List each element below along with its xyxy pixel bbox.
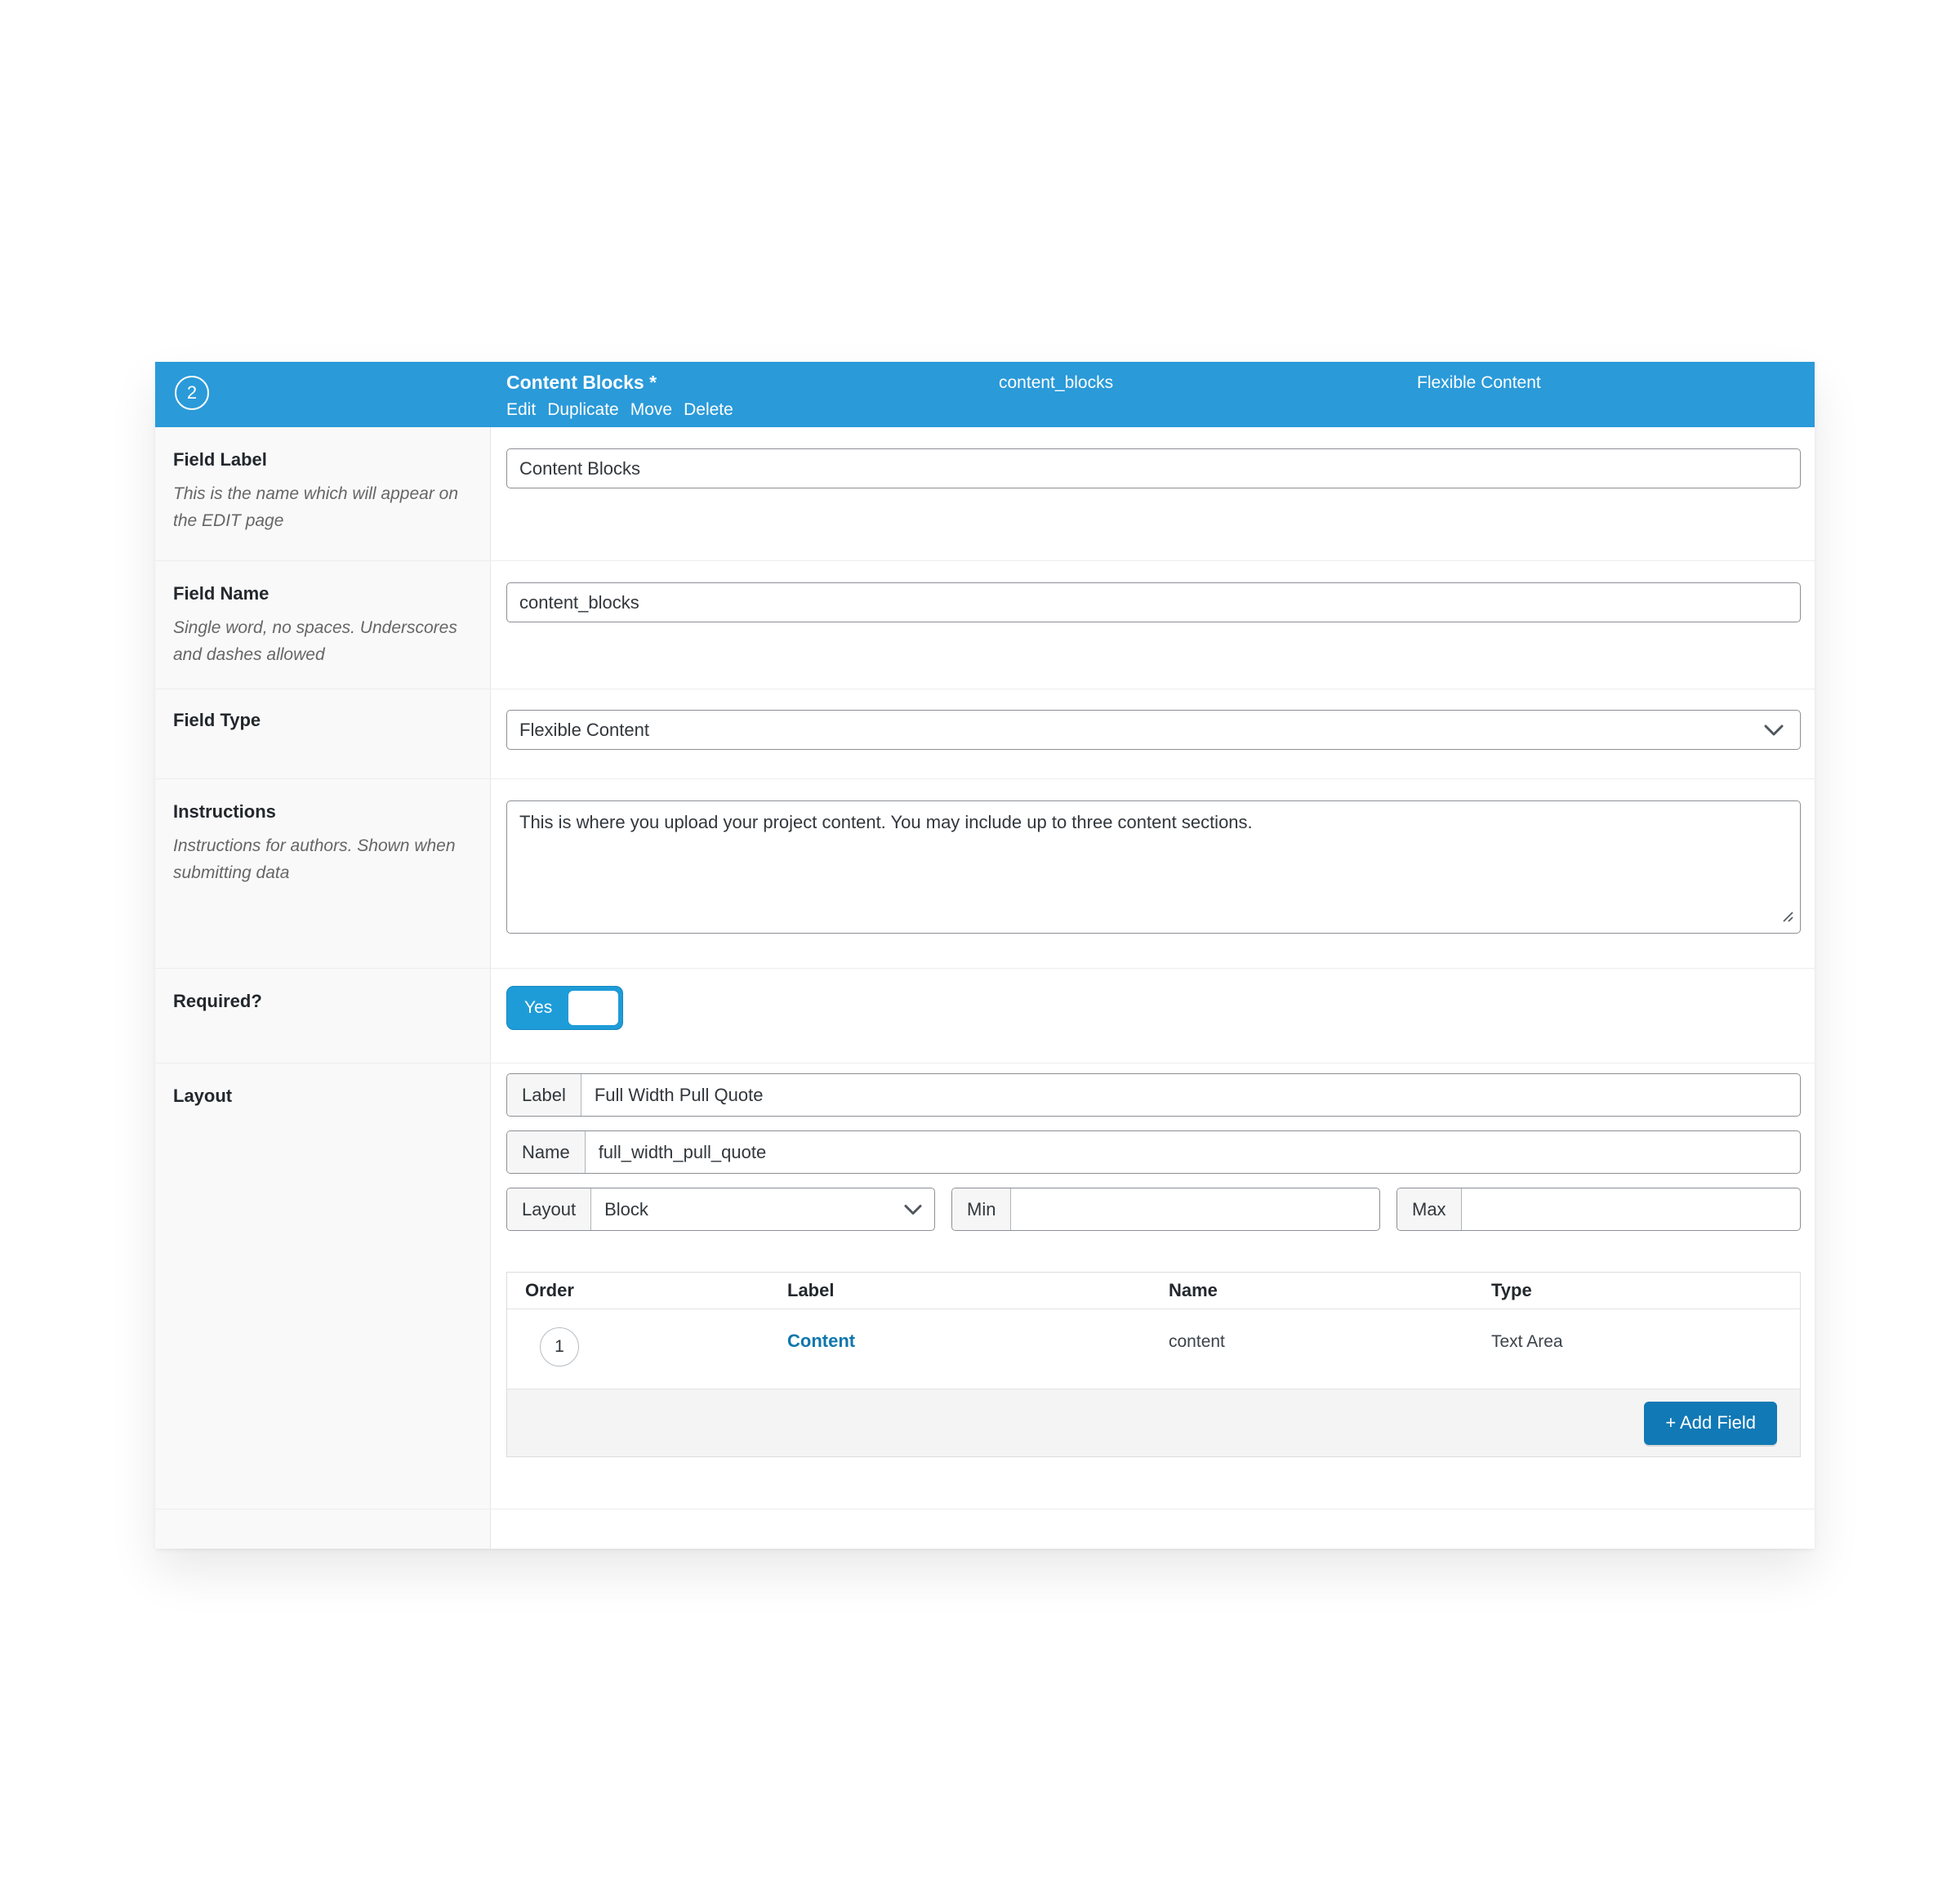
sub-fields-table: Order Label Name Type 1 Content content [506, 1272, 1801, 1457]
layout-min-group: Min [951, 1188, 1380, 1231]
sub-fields-table-footer: + Add Field [507, 1389, 1800, 1456]
layout-row: Layout Label Name Layout Block [155, 1063, 1815, 1509]
field-order-badge[interactable]: 2 [175, 376, 209, 410]
instructions-value-cell: This is where you upload your project co… [491, 779, 1815, 968]
layout-label-input[interactable] [594, 1084, 1787, 1106]
layout-max-prefix: Max [1397, 1188, 1462, 1230]
layout-heading: Layout [173, 1086, 233, 1106]
required-value-cell: Yes [491, 969, 1815, 1063]
layout-display-select[interactable]: Block [591, 1188, 934, 1230]
resize-grip-icon[interactable] [1780, 909, 1795, 924]
instructions-row: Instructions Instructions for authors. S… [155, 779, 1815, 969]
layout-min-input[interactable] [1024, 1198, 1366, 1220]
required-heading-cell: Required? [155, 969, 491, 1063]
field-label-input[interactable] [506, 448, 1801, 488]
field-name-row: Field Name Single word, no spaces. Under… [155, 561, 1815, 689]
field-type-value-cell: Flexible Content [491, 689, 1815, 778]
column-header-name: Name [1169, 1280, 1218, 1300]
required-toggle[interactable]: Yes [506, 986, 623, 1030]
sub-field-type: Text Area [1491, 1332, 1563, 1351]
required-row: Required? Yes [155, 969, 1815, 1063]
sub-field-name: content [1169, 1332, 1225, 1351]
add-field-button[interactable]: + Add Field [1644, 1401, 1777, 1445]
field-label-heading: Field Label [173, 449, 267, 470]
column-header-order: Order [525, 1280, 574, 1300]
field-name-value-cell [491, 561, 1815, 689]
delete-link[interactable]: Delete [684, 400, 733, 419]
move-link[interactable]: Move [630, 400, 673, 419]
layout-display-prefix: Layout [507, 1188, 592, 1230]
field-name-hint: Single word, no spaces. Underscores and … [173, 618, 457, 664]
column-header-type: Type [1491, 1280, 1532, 1300]
chevron-down-icon [904, 1204, 922, 1215]
field-name-heading: Field Name [173, 583, 270, 604]
field-label-row: Field Label This is the name which will … [155, 427, 1815, 561]
layout-max-input[interactable] [1474, 1198, 1787, 1220]
column-header-label: Label [787, 1280, 835, 1300]
field-title[interactable]: Content Blocks * [506, 372, 657, 393]
layout-heading-cell: Layout [155, 1063, 491, 1509]
instructions-heading: Instructions [173, 801, 276, 822]
instructions-heading-cell: Instructions Instructions for authors. S… [155, 779, 491, 968]
layout-max-group: Max [1396, 1188, 1801, 1231]
field-label-value-cell [491, 427, 1815, 560]
sub-field-label-link[interactable]: Content [787, 1331, 856, 1351]
edit-link[interactable]: Edit [506, 400, 537, 419]
required-toggle-on-label: Yes [524, 998, 553, 1017]
field-type-select[interactable]: Flexible Content [506, 710, 1801, 750]
required-toggle-knob [568, 991, 618, 1025]
layout-label-prefix: Label [507, 1074, 581, 1116]
instructions-textarea[interactable]: This is where you upload your project co… [506, 800, 1801, 934]
layout-display-selected-value: Block [604, 1198, 648, 1219]
field-name-header-label: content_blocks [999, 373, 1114, 392]
field-name-heading-cell: Field Name Single word, no spaces. Under… [155, 561, 491, 689]
order-handle[interactable]: 1 [540, 1327, 579, 1367]
field-name-input[interactable] [506, 582, 1801, 622]
field-type-row: Field Type Flexible Content [155, 689, 1815, 779]
layout-name-input[interactable] [598, 1141, 1787, 1163]
field-type-heading: Field Type [173, 710, 261, 730]
required-heading: Required? [173, 991, 262, 1011]
field-label-heading-cell: Field Label This is the name which will … [155, 427, 491, 560]
order-number: 1 [555, 1337, 564, 1356]
layout-value-cell: Label Name Layout Block [491, 1063, 1815, 1509]
instructions-hint: Instructions for authors. Shown when sub… [173, 836, 456, 882]
duplicate-link[interactable]: Duplicate [547, 400, 619, 419]
panel-bottom-strip [155, 1509, 1815, 1549]
layout-min-prefix: Min [952, 1188, 1012, 1230]
field-label-hint: This is the name which will appear on th… [173, 484, 459, 530]
layout-display-group: Layout Block [506, 1188, 935, 1231]
field-order-number: 2 [186, 382, 198, 403]
sub-fields-table-header: Order Label Name Type [507, 1273, 1800, 1309]
layout-name-group: Name [506, 1130, 1801, 1174]
layout-label-group: Label [506, 1073, 1801, 1117]
field-type-selected-value: Flexible Content [519, 719, 649, 740]
table-row: 1 Content content Text Area [507, 1309, 1800, 1389]
field-card-header: 2 Content Blocks * Edit Duplicate Move D… [155, 362, 1815, 427]
field-type-header-label: Flexible Content [1417, 373, 1541, 392]
field-type-heading-cell: Field Type [155, 689, 491, 778]
field-settings-card: 2 Content Blocks * Edit Duplicate Move D… [155, 362, 1815, 1549]
field-actions: Edit Duplicate Move Delete [506, 400, 733, 420]
layout-name-prefix: Name [507, 1131, 586, 1173]
